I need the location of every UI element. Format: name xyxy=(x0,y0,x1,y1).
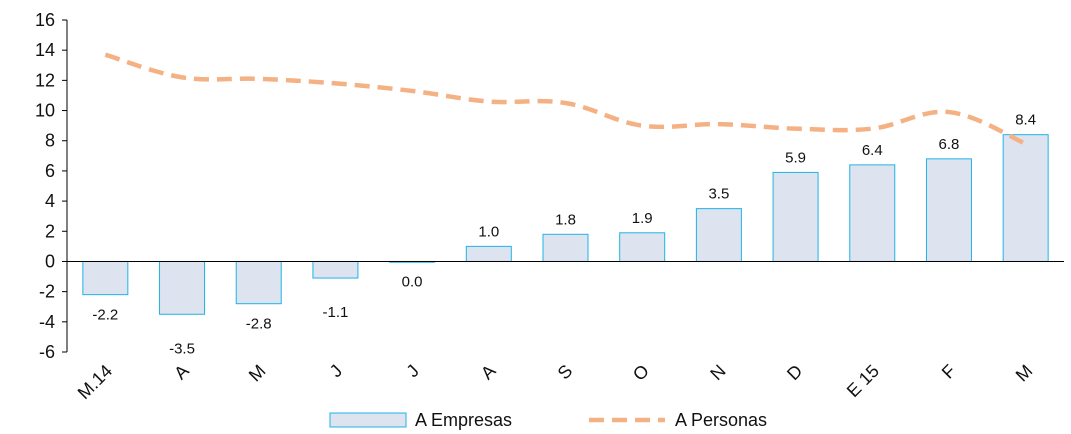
x-tick-label: M xyxy=(1012,361,1037,386)
bar xyxy=(849,164,896,262)
bar xyxy=(695,208,742,262)
y-tick-label: -6 xyxy=(39,342,55,362)
x-tick-label: M xyxy=(245,361,270,386)
bar xyxy=(82,260,129,296)
legend-label-a-empresas: A Empresas xyxy=(415,410,512,430)
x-tick-label: M.14 xyxy=(74,361,116,403)
bar-data-label: 3.5 xyxy=(708,186,729,203)
bar-data-label: 1.9 xyxy=(632,210,653,227)
bar xyxy=(925,158,972,262)
y-tick-label: 2 xyxy=(45,221,55,241)
series-line-a-personas xyxy=(104,52,1027,146)
bar xyxy=(235,260,282,305)
x-tick-label: S xyxy=(554,361,577,384)
x-tick-label: E 15 xyxy=(843,361,883,401)
x-tick-label: N xyxy=(706,361,729,384)
legend-swatch-a-empresas xyxy=(329,412,407,428)
y-tick-label: 12 xyxy=(35,70,55,90)
legend-label-a-personas: A Personas xyxy=(675,410,767,430)
bar xyxy=(619,232,666,262)
bar xyxy=(1002,134,1049,262)
y-tick-label: -4 xyxy=(39,312,55,332)
bar-data-label: -3.5 xyxy=(169,340,195,357)
bar-data-label: 6.4 xyxy=(862,142,883,159)
bar xyxy=(772,171,819,262)
x-tick-label: O xyxy=(629,361,653,385)
y-tick-label: 10 xyxy=(35,101,55,121)
y-tick-label: 14 xyxy=(35,40,55,60)
bar-data-label: 6.8 xyxy=(939,136,960,153)
bar-data-label: 1.8 xyxy=(555,211,576,228)
bar xyxy=(465,245,512,262)
y-tick-label: 16 xyxy=(35,10,55,30)
bar-data-label: 0.0 xyxy=(402,273,423,290)
y-tick-label: 0 xyxy=(45,251,55,271)
bar-data-label: -2.8 xyxy=(246,316,272,333)
y-tick-label: 6 xyxy=(45,161,55,181)
x-tick-label: A xyxy=(170,361,193,384)
x-tick-label: F xyxy=(938,361,960,383)
bar-data-label: 8.4 xyxy=(1015,112,1036,129)
x-tick-label: A xyxy=(477,361,500,384)
bar-data-label: -2.2 xyxy=(92,307,118,324)
y-tick-label: 8 xyxy=(45,131,55,151)
y-tick-label: 4 xyxy=(45,191,55,211)
bar-data-label: 1.0 xyxy=(478,223,499,240)
bar xyxy=(542,233,589,262)
bar-data-label: -1.1 xyxy=(322,304,348,321)
bar xyxy=(159,260,206,315)
bar-data-label: 5.9 xyxy=(785,149,806,166)
bar xyxy=(312,260,359,279)
x-tick-label: J xyxy=(326,361,347,382)
x-tick-label: J xyxy=(402,361,423,382)
x-tick-label: D xyxy=(783,361,806,384)
y-tick-label: -2 xyxy=(39,282,55,302)
